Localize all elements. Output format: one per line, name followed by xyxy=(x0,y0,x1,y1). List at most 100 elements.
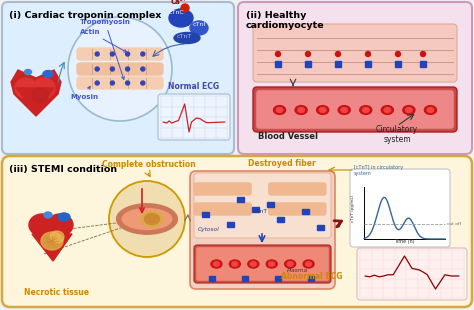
Ellipse shape xyxy=(381,106,393,114)
Ellipse shape xyxy=(406,108,412,113)
Text: cTnC: cTnC xyxy=(169,10,185,15)
Circle shape xyxy=(126,67,129,71)
Ellipse shape xyxy=(363,108,369,113)
FancyBboxPatch shape xyxy=(2,156,472,307)
Ellipse shape xyxy=(338,106,350,114)
Ellipse shape xyxy=(229,260,240,268)
Ellipse shape xyxy=(276,108,283,113)
Text: Necrotic tissue: Necrotic tissue xyxy=(24,288,89,297)
Text: Blood Vessel: Blood Vessel xyxy=(258,132,318,141)
Ellipse shape xyxy=(424,106,437,114)
Circle shape xyxy=(141,81,145,85)
Circle shape xyxy=(95,67,99,71)
Bar xyxy=(237,197,244,202)
Ellipse shape xyxy=(44,212,52,218)
Text: [cTnT] in circulatory
system: [cTnT] in circulatory system xyxy=(354,165,403,176)
Bar xyxy=(227,222,234,227)
Text: Time (h): Time (h) xyxy=(394,239,415,244)
Ellipse shape xyxy=(50,231,64,243)
Ellipse shape xyxy=(403,106,415,114)
Ellipse shape xyxy=(25,69,31,74)
Circle shape xyxy=(126,52,129,56)
Ellipse shape xyxy=(29,214,55,236)
Text: (i) Cardiac troponin complex: (i) Cardiac troponin complex xyxy=(9,11,161,20)
FancyBboxPatch shape xyxy=(350,169,450,247)
Bar xyxy=(202,212,209,217)
Circle shape xyxy=(95,52,99,56)
Circle shape xyxy=(126,81,129,85)
Ellipse shape xyxy=(32,88,48,102)
Ellipse shape xyxy=(169,9,193,27)
Bar xyxy=(335,61,341,67)
FancyBboxPatch shape xyxy=(194,203,251,215)
Bar xyxy=(365,61,371,67)
Circle shape xyxy=(95,81,99,85)
Ellipse shape xyxy=(250,262,256,266)
Text: Ca²⁺: Ca²⁺ xyxy=(171,0,188,5)
Text: Destroyed fiber: Destroyed fiber xyxy=(248,159,316,168)
FancyBboxPatch shape xyxy=(238,2,472,154)
Ellipse shape xyxy=(266,260,277,268)
FancyBboxPatch shape xyxy=(194,245,331,283)
Bar xyxy=(277,217,284,222)
FancyBboxPatch shape xyxy=(77,48,163,60)
Text: Complete obstruction: Complete obstruction xyxy=(102,160,196,169)
Ellipse shape xyxy=(269,262,275,266)
Text: (ii) Healthy
cardiomyocyte: (ii) Healthy cardiomyocyte xyxy=(246,11,325,30)
Ellipse shape xyxy=(213,262,219,266)
Ellipse shape xyxy=(317,106,328,114)
Text: Abnormal ECG: Abnormal ECG xyxy=(281,272,343,281)
Polygon shape xyxy=(16,88,54,112)
Text: Cytosol: Cytosol xyxy=(198,227,220,232)
Polygon shape xyxy=(11,70,61,116)
FancyBboxPatch shape xyxy=(190,171,335,289)
FancyBboxPatch shape xyxy=(256,90,454,129)
Circle shape xyxy=(365,51,371,56)
FancyBboxPatch shape xyxy=(194,183,251,195)
Text: cTnI: cTnI xyxy=(193,22,206,27)
FancyBboxPatch shape xyxy=(253,24,457,82)
Ellipse shape xyxy=(33,78,55,98)
Ellipse shape xyxy=(145,214,159,224)
Bar xyxy=(308,276,314,281)
Ellipse shape xyxy=(47,214,73,236)
Circle shape xyxy=(141,52,145,56)
Bar xyxy=(209,276,215,281)
Ellipse shape xyxy=(295,106,307,114)
Ellipse shape xyxy=(141,211,163,227)
Text: Plasma: Plasma xyxy=(287,268,308,273)
FancyArrowPatch shape xyxy=(140,189,144,212)
Circle shape xyxy=(181,4,189,12)
Ellipse shape xyxy=(58,213,70,221)
FancyBboxPatch shape xyxy=(194,173,331,238)
Ellipse shape xyxy=(248,260,259,268)
Text: Tropomyosin: Tropomyosin xyxy=(80,19,130,79)
Text: cTnT: cTnT xyxy=(254,209,268,214)
Circle shape xyxy=(109,181,185,257)
Bar xyxy=(420,61,426,67)
Ellipse shape xyxy=(211,260,222,268)
Circle shape xyxy=(110,81,114,85)
Circle shape xyxy=(420,51,426,56)
FancyBboxPatch shape xyxy=(2,2,234,154)
Ellipse shape xyxy=(15,78,37,98)
FancyBboxPatch shape xyxy=(77,77,163,89)
Ellipse shape xyxy=(298,108,304,113)
Circle shape xyxy=(275,51,281,56)
Ellipse shape xyxy=(41,232,63,250)
Bar xyxy=(395,61,401,67)
FancyBboxPatch shape xyxy=(357,248,467,300)
Ellipse shape xyxy=(360,106,372,114)
Circle shape xyxy=(141,67,145,71)
Bar xyxy=(267,202,274,207)
Polygon shape xyxy=(32,234,72,261)
Circle shape xyxy=(395,51,401,56)
Ellipse shape xyxy=(303,260,314,268)
Text: (iii) STEMI condition: (iii) STEMI condition xyxy=(9,165,117,174)
Bar xyxy=(275,61,281,67)
Ellipse shape xyxy=(285,260,296,268)
Ellipse shape xyxy=(117,204,177,234)
Ellipse shape xyxy=(174,33,200,43)
Ellipse shape xyxy=(190,21,208,35)
Bar xyxy=(242,276,248,281)
